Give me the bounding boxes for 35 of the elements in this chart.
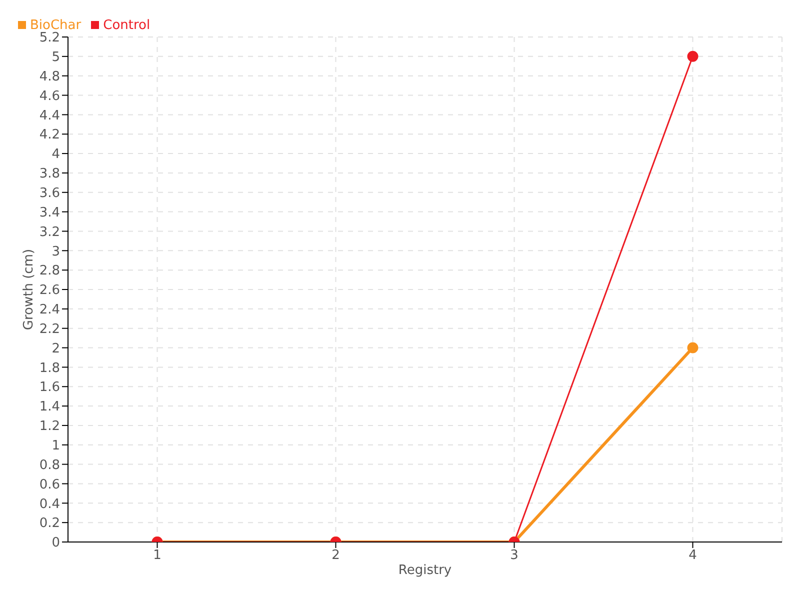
y-tick-label: 2.2 [39, 322, 60, 337]
y-tick-label: 0 [52, 536, 60, 551]
y-tick-label: 3 [52, 244, 60, 260]
y-tick-label: 4 [52, 147, 60, 162]
x-tick-label: 3 [510, 548, 518, 564]
y-tick-label: 0.6 [39, 477, 60, 492]
x-tick-label: 4 [688, 548, 697, 564]
y-tick-label: 1.8 [39, 360, 60, 376]
y-tick-label: 1.4 [39, 400, 60, 415]
y-tick-label: 1 [52, 438, 60, 454]
y-tick-label: 2.8 [39, 264, 60, 279]
x-axis-title: Registry [398, 563, 452, 578]
legend-label: Control [103, 18, 150, 33]
x-tick-label: 1 [153, 548, 162, 564]
y-tick-label: 5 [52, 50, 60, 66]
x-tick-label: 2 [332, 548, 340, 564]
y-tick-label: 2.6 [39, 283, 60, 298]
y-tick-label: 3.6 [39, 186, 60, 201]
y-tick-label: 1.2 [39, 419, 60, 434]
y-tick-label: 4.6 [39, 88, 60, 104]
y-tick-label: 2.4 [39, 302, 60, 318]
legend-label: BioChar [30, 18, 82, 33]
y-tick-label: 4.2 [39, 128, 60, 143]
y-tick-label: 4.8 [39, 69, 60, 84]
y-tick-label: 5.2 [39, 30, 60, 46]
y-tick-label: 0.8 [39, 458, 60, 473]
y-tick-label: 0.2 [39, 516, 60, 532]
y-tick-label: 0.4 [39, 496, 60, 512]
y-axis-title: Growth (cm) [22, 248, 37, 330]
y-tick-label: 2 [52, 341, 60, 356]
y-tick-label: 1.6 [39, 380, 60, 396]
y-tick-label: 3.2 [39, 224, 60, 240]
y-tick-label: 3.8 [39, 166, 60, 182]
y-tick-label: 3.4 [39, 205, 60, 220]
y-tick-label: 4.4 [39, 108, 60, 124]
